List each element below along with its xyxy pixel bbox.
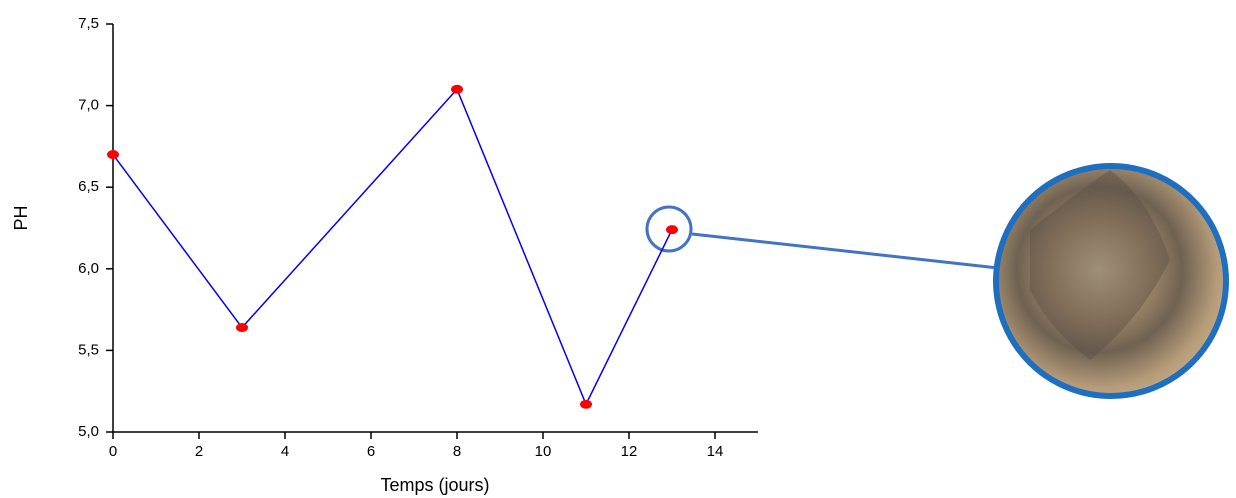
x-tick-label: 4 — [281, 443, 289, 460]
data-point — [451, 85, 463, 94]
y-tick-label: 6,5 — [78, 178, 99, 195]
y-tick-label: 5,5 — [78, 341, 99, 358]
y-tick-label: 5,0 — [78, 423, 99, 440]
y-tick-label: 7,5 — [78, 15, 99, 32]
page: {"chart_data": {"type": "line", "x_label… — [0, 0, 1236, 498]
data-point — [580, 400, 592, 409]
y-tick-label: 6,0 — [78, 260, 99, 277]
chart: Temps (jours) PH 5,0 5,5 6,0 6,5 7,0 7,5 0 2 4 6 8… — [0, 0, 1236, 498]
x-tick-label: 12 — [621, 443, 638, 460]
x-tick-label: 8 — [453, 443, 461, 460]
x-tick-label: 2 — [195, 443, 203, 460]
x-tick-label: 10 — [535, 443, 552, 460]
callout-connector — [692, 234, 998, 268]
data-point — [666, 225, 678, 234]
data-line — [113, 89, 672, 404]
x-axis-label: Temps (jours) — [380, 475, 489, 495]
x-tick-label: 6 — [367, 443, 375, 460]
y-tick-label: 7,0 — [78, 97, 99, 114]
data-point — [236, 323, 248, 332]
x-tick-label: 0 — [109, 443, 117, 460]
data-point — [107, 150, 119, 159]
y-axis-label: PH — [11, 205, 31, 230]
x-tick-label: 14 — [707, 443, 724, 460]
